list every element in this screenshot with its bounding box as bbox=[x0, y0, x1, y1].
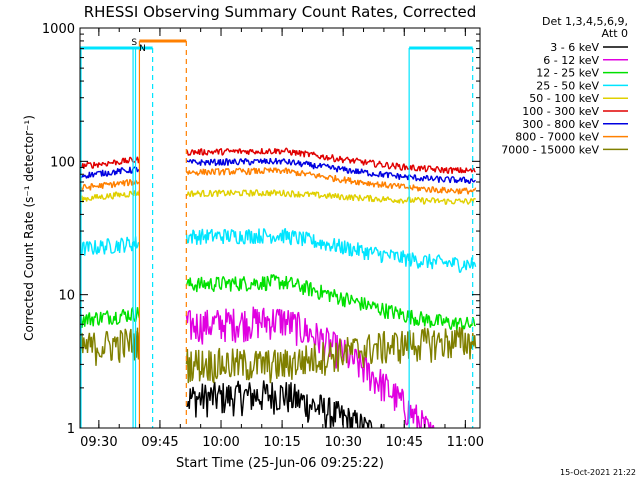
series-line-8 bbox=[185, 326, 477, 384]
series-line-3 bbox=[80, 236, 140, 256]
x-tick-label-5: 10:45 bbox=[386, 435, 423, 450]
marker-label-0: S bbox=[131, 38, 137, 48]
series-line-4 bbox=[80, 189, 140, 203]
legend-header-0: Det 1,3,4,5,6,9, bbox=[542, 15, 628, 28]
plot-contents: SN bbox=[80, 38, 477, 428]
y-tick-label-3: 1000 bbox=[42, 22, 75, 37]
x-tick-label-6: 11:00 bbox=[447, 435, 484, 450]
series-line-2 bbox=[80, 307, 140, 329]
series-line-3 bbox=[185, 228, 477, 273]
legend-label-6: 300 - 800 keV bbox=[522, 118, 599, 131]
legend-label-7: 800 - 7000 keV bbox=[515, 131, 599, 144]
legend-label-5: 100 - 300 keV bbox=[522, 105, 599, 118]
y-tick-label-1: 10 bbox=[58, 289, 75, 304]
y-tick-label-0: 1 bbox=[67, 422, 75, 437]
x-tick-label-2: 10:00 bbox=[202, 435, 239, 450]
legend-label-3: 25 - 50 keV bbox=[536, 79, 599, 92]
chart-title: RHESSI Observing Summary Count Rates, Co… bbox=[84, 3, 477, 21]
y-tick-label-2: 100 bbox=[50, 155, 75, 170]
marker-label-1: N bbox=[139, 44, 146, 54]
legend-header-1: Att 0 bbox=[602, 27, 628, 40]
x-axis-label: Start Time (25-Jun-06 09:25:22) bbox=[176, 456, 384, 471]
x-tick-label-1: 09:45 bbox=[141, 435, 178, 450]
series-line-6 bbox=[185, 157, 476, 185]
plot-area: SN bbox=[80, 38, 477, 428]
series-line-7 bbox=[185, 167, 477, 195]
series-line-2 bbox=[185, 274, 476, 332]
series-line-5 bbox=[185, 147, 476, 175]
legend-label-2: 12 - 25 keV bbox=[536, 67, 599, 80]
x-tick-label-3: 10:15 bbox=[263, 435, 300, 450]
legend-label-0: 3 - 6 keV bbox=[550, 41, 599, 54]
plot-frame bbox=[79, 27, 481, 429]
series-line-5 bbox=[80, 156, 140, 170]
y-axis-label: Corrected Count Rate (s⁻¹ detector⁻¹) bbox=[22, 115, 36, 341]
y-axis: 1 10 100 1000 bbox=[42, 22, 480, 437]
legend-label-8: 7000 - 15000 keV bbox=[501, 143, 599, 156]
series-line-6 bbox=[80, 166, 140, 179]
series-line-0 bbox=[186, 380, 383, 428]
x-tick-label-4: 10:30 bbox=[324, 435, 361, 450]
legend-label-4: 50 - 100 keV bbox=[529, 92, 599, 105]
series-line-8 bbox=[80, 327, 140, 366]
x-tick-label-0: 09:30 bbox=[80, 435, 117, 450]
x-axis: 09:30 09:45 10:00 10:15 10:30 10:45 11:00 bbox=[80, 28, 484, 450]
series-line-4 bbox=[186, 189, 477, 206]
footer-date: 15-Oct-2021 21:22 bbox=[560, 468, 636, 477]
legend-label-1: 6 - 12 keV bbox=[543, 54, 599, 67]
series-line-7 bbox=[80, 179, 140, 191]
